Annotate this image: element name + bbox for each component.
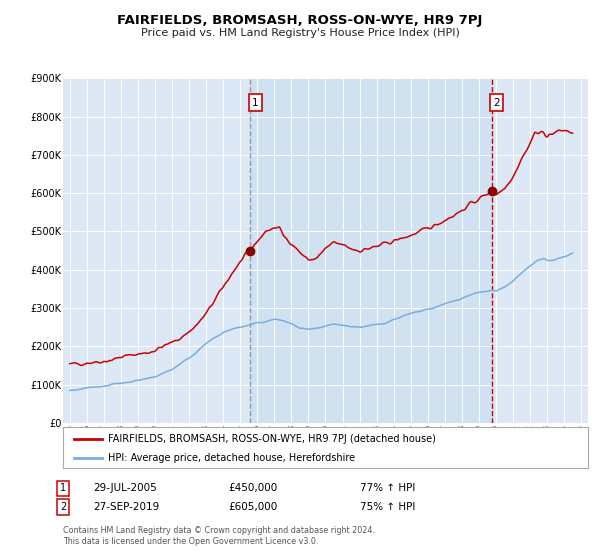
Text: FAIRFIELDS, BROMSASH, ROSS-ON-WYE, HR9 7PJ: FAIRFIELDS, BROMSASH, ROSS-ON-WYE, HR9 7… xyxy=(118,14,482,27)
Text: 77% ↑ HPI: 77% ↑ HPI xyxy=(360,483,415,493)
Text: 2: 2 xyxy=(60,502,66,512)
Text: 2: 2 xyxy=(493,97,500,108)
Text: 27-SEP-2019: 27-SEP-2019 xyxy=(93,502,159,512)
Text: HPI: Average price, detached house, Herefordshire: HPI: Average price, detached house, Here… xyxy=(107,452,355,463)
Text: 1: 1 xyxy=(252,97,259,108)
Text: Price paid vs. HM Land Registry's House Price Index (HPI): Price paid vs. HM Land Registry's House … xyxy=(140,28,460,38)
Text: 1: 1 xyxy=(60,483,66,493)
Text: FAIRFIELDS, BROMSASH, ROSS-ON-WYE, HR9 7PJ (detached house): FAIRFIELDS, BROMSASH, ROSS-ON-WYE, HR9 7… xyxy=(107,435,436,445)
Text: 75% ↑ HPI: 75% ↑ HPI xyxy=(360,502,415,512)
Text: 29-JUL-2005: 29-JUL-2005 xyxy=(93,483,157,493)
Bar xyxy=(250,78,491,423)
Text: This data is licensed under the Open Government Licence v3.0.: This data is licensed under the Open Gov… xyxy=(63,537,319,546)
Text: £605,000: £605,000 xyxy=(228,502,277,512)
Text: £450,000: £450,000 xyxy=(228,483,277,493)
Text: Contains HM Land Registry data © Crown copyright and database right 2024.: Contains HM Land Registry data © Crown c… xyxy=(63,526,375,535)
